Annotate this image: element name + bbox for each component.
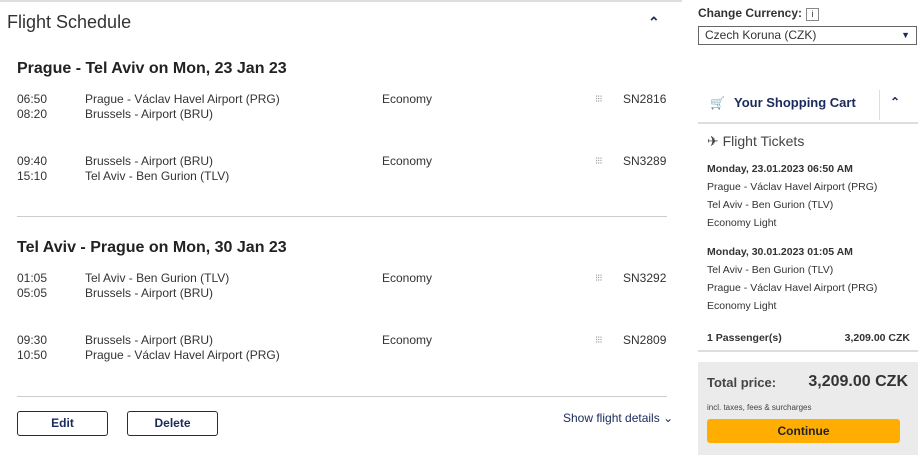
leg-return: Tel Aviv - Prague on Mon, 30 Jan 23 01:0… bbox=[17, 239, 667, 395]
arr-airport: Brussels - Airport (BRU) bbox=[85, 286, 214, 300]
flight-number: SN3289 bbox=[623, 154, 667, 168]
cart-icon: 🛒 bbox=[710, 96, 725, 110]
continue-button[interactable]: Continue bbox=[707, 419, 900, 443]
caret-down-icon: ▼ bbox=[901, 30, 910, 40]
segment-row: 06:50 08:20 Prague - Václav Havel Airpor… bbox=[17, 92, 667, 154]
trip-from: Prague - Václav Havel Airport (PRG) bbox=[707, 181, 878, 193]
flight-schedule-panel: Flight Schedule ⌃ Prague - Tel Aviv on M… bbox=[0, 0, 682, 436]
currency-select[interactable]: Czech Koruna (CZK) ▼ bbox=[698, 26, 917, 45]
dep-airport: Brussels - Airport (BRU) bbox=[85, 154, 214, 168]
arr-time: 10:50 bbox=[17, 348, 48, 362]
arr-time: 15:10 bbox=[17, 169, 48, 183]
arr-airport: Prague - Václav Havel Airport (PRG) bbox=[85, 348, 280, 362]
sidebar: Change Currency: i Czech Koruna (CZK) ▼ 🛒 … bbox=[690, 0, 920, 455]
segment-row: 09:40 15:10 Brussels - Airport (BRU) Tel… bbox=[17, 154, 667, 216]
passenger-count: 1 Passenger(s) bbox=[707, 332, 782, 344]
details-label: Show flight details bbox=[563, 411, 660, 425]
cart-trip: Monday, 23.01.2023 06:50 AM Prague - Vác… bbox=[707, 160, 877, 232]
trip-date: Monday, 30.01.2023 01:05 AM bbox=[707, 246, 853, 258]
seat-grid-icon: ⁝⁝⁝ bbox=[595, 335, 602, 346]
cart-title: Your Shopping Cart bbox=[734, 95, 856, 110]
edit-button[interactable]: Edit bbox=[17, 411, 108, 436]
cart-header[interactable]: 🛒 Your Shopping Cart ⌃ bbox=[698, 88, 918, 124]
trip-to: Tel Aviv - Ben Gurion (TLV) bbox=[707, 199, 834, 211]
chevron-up-icon[interactable]: ⌃ bbox=[890, 95, 901, 109]
chevron-down-icon: ⌄ bbox=[663, 411, 674, 425]
tax-note: incl. taxes, fees & surcharges bbox=[707, 403, 812, 412]
section-label: Flight Tickets bbox=[722, 133, 805, 149]
leg-heading: Prague - Tel Aviv on Mon, 23 Jan 23 bbox=[17, 60, 287, 77]
trip-fare: Economy Light bbox=[707, 217, 777, 229]
arr-time: 05:05 bbox=[17, 286, 48, 300]
segment-row: 09:30 10:50 Brussels - Airport (BRU) Pra… bbox=[17, 333, 667, 395]
info-icon[interactable]: i bbox=[806, 8, 820, 21]
total-box: Total price: 3,209.00 CZK incl. taxes, f… bbox=[698, 362, 918, 455]
flight-tickets-heading: ✈ Flight Tickets bbox=[707, 133, 804, 150]
divider bbox=[17, 216, 667, 217]
divider bbox=[698, 350, 918, 352]
trip-from: Tel Aviv - Ben Gurion (TLV) bbox=[707, 264, 834, 276]
trip-fare: Economy Light bbox=[707, 300, 777, 312]
arr-time: 08:20 bbox=[17, 107, 48, 121]
delete-button[interactable]: Delete bbox=[127, 411, 218, 436]
collapse-chevron-icon[interactable]: ⌃ bbox=[648, 14, 660, 30]
currency-label: Change Currency: i bbox=[698, 6, 820, 21]
divider bbox=[17, 396, 667, 397]
leg-heading: Tel Aviv - Prague on Mon, 30 Jan 23 bbox=[17, 239, 287, 256]
total-label: Total price: bbox=[707, 375, 777, 390]
page-title: Flight Schedule bbox=[7, 12, 132, 32]
total-price: 3,209.00 CZK bbox=[808, 373, 908, 390]
dep-airport: Prague - Václav Havel Airport (PRG) bbox=[85, 92, 280, 106]
dep-time: 01:05 bbox=[17, 271, 48, 285]
currency-label-text: Change Currency: bbox=[698, 6, 803, 20]
show-flight-details-link[interactable]: Show flight details ⌄ bbox=[563, 411, 673, 425]
seat-grid-icon: ⁝⁝⁝ bbox=[595, 94, 602, 105]
trip-to: Prague - Václav Havel Airport (PRG) bbox=[707, 282, 878, 294]
dep-time: 09:30 bbox=[17, 333, 48, 347]
cabin-class: Economy bbox=[382, 154, 433, 168]
segment-row: 01:05 05:05 Tel Aviv - Ben Gurion (TLV) … bbox=[17, 271, 667, 333]
passenger-price: 3,209.00 CZK bbox=[844, 332, 910, 344]
dep-airport: Brussels - Airport (BRU) bbox=[85, 333, 214, 347]
flight-number: SN2816 bbox=[623, 92, 667, 106]
divider bbox=[879, 90, 880, 120]
flight-number: SN2809 bbox=[623, 333, 667, 347]
passenger-row: 1 Passenger(s) 3,209.00 CZK bbox=[707, 332, 910, 344]
leg-outbound: Prague - Tel Aviv on Mon, 23 Jan 23 06:5… bbox=[17, 60, 667, 216]
currency-value: Czech Koruna (CZK) bbox=[705, 28, 817, 42]
plane-icon: ✈ bbox=[707, 133, 719, 149]
dep-time: 06:50 bbox=[17, 92, 48, 106]
dep-time: 09:40 bbox=[17, 154, 48, 168]
shopping-cart: 🛒 Your Shopping Cart ⌃ ✈ Flight Tickets … bbox=[698, 88, 918, 455]
seat-grid-icon: ⁝⁝⁝ bbox=[595, 156, 602, 167]
arr-airport: Brussels - Airport (BRU) bbox=[85, 107, 214, 121]
cart-trip: Monday, 30.01.2023 01:05 AM Tel Aviv - B… bbox=[707, 243, 877, 315]
flight-number: SN3292 bbox=[623, 271, 667, 285]
seat-grid-icon: ⁝⁝⁝ bbox=[595, 273, 602, 284]
cabin-class: Economy bbox=[382, 92, 433, 106]
cabin-class: Economy bbox=[382, 333, 433, 347]
cabin-class: Economy bbox=[382, 271, 433, 285]
arr-airport: Tel Aviv - Ben Gurion (TLV) bbox=[85, 169, 230, 183]
dep-airport: Tel Aviv - Ben Gurion (TLV) bbox=[85, 271, 230, 285]
trip-date: Monday, 23.01.2023 06:50 AM bbox=[707, 163, 853, 175]
